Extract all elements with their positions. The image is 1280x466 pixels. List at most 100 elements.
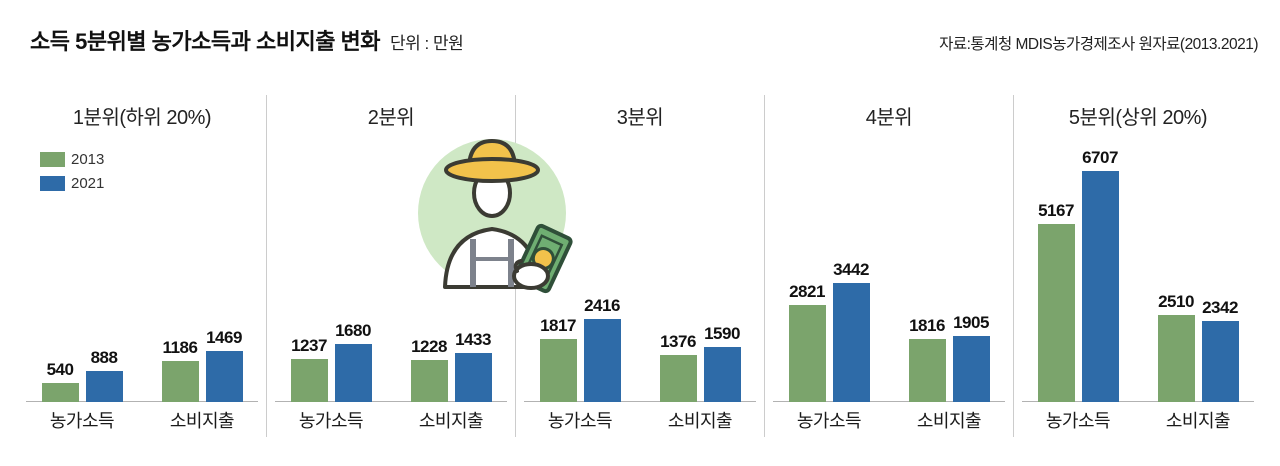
bar-stack-2013: 1186 (161, 338, 199, 402)
bar-value: 1680 (335, 321, 371, 340)
group-label: 소비지출 (916, 410, 982, 431)
bar-stack-2013: 1228 (410, 337, 448, 402)
bar-2021 (832, 283, 870, 402)
legend-label: 2013 (71, 151, 105, 168)
bar-pair: 1186 1469 (161, 328, 243, 402)
bar-stack-2021: 3442 (832, 260, 870, 402)
bar-stack-2021: 1590 (703, 324, 741, 402)
axis-baseline (773, 401, 1005, 402)
bar-group-소비지출: 1228 1433 소비지출 (410, 330, 492, 437)
bar-value: 1905 (953, 313, 989, 332)
bar-group-농가소득: 1817 2416 농가소득 (539, 296, 621, 437)
bar-pair: 2510 2342 (1157, 292, 1239, 402)
group-label: 농가소득 (796, 410, 862, 431)
bar-2013 (1157, 315, 1195, 402)
bar-value: 1376 (660, 332, 696, 351)
bar-2013 (659, 355, 697, 402)
bar-group-소비지출: 1186 1469 소비지출 (161, 328, 243, 437)
bar-group-농가소득: 540 888 농가소득 (41, 348, 123, 437)
bar-pair: 1817 2416 (539, 296, 621, 402)
bar-value: 1590 (704, 324, 740, 343)
bar-pair: 5167 6707 (1037, 148, 1119, 402)
bar-stack-2013: 2510 (1157, 292, 1195, 402)
bar-stack-2013: 2821 (788, 282, 826, 402)
bar-value: 540 (46, 360, 74, 379)
bar-stack-2013: 1816 (908, 316, 946, 402)
bar-value: 2510 (1158, 292, 1194, 311)
bar-value: 2342 (1202, 298, 1238, 317)
bar-stack-2021: 2416 (583, 296, 621, 402)
bar-pair: 1237 1680 (290, 321, 372, 402)
panel-quintile-5: 5분위(상위 20%) 5167 6707 농가소득 2510 2342 소비지출 (1013, 95, 1262, 437)
bar-pair: 540 888 (41, 348, 123, 402)
panel-quintile-1: 1분위(하위 20%) 2013 2021 540 888 농가소득 1186 1469 소비지… (18, 95, 266, 437)
bar-group-농가소득: 2821 3442 농가소득 (788, 260, 870, 437)
bar-value: 1469 (206, 328, 242, 347)
bar-2021 (1201, 321, 1239, 402)
group-label: 소비지출 (667, 410, 733, 431)
legend-swatch-2021 (40, 176, 65, 191)
panel-title: 5분위(상위 20%) (1068, 107, 1208, 129)
bar-value: 2821 (789, 282, 825, 301)
bar-2013 (290, 359, 328, 402)
bar-stack-2021: 888 (85, 348, 123, 402)
bar-group-소비지출: 1376 1590 소비지출 (659, 324, 741, 437)
axis-baseline (26, 401, 258, 402)
bar-stack-2013: 540 (41, 360, 79, 402)
bar-value: 888 (90, 348, 118, 367)
bar-stack-2021: 6707 (1081, 148, 1119, 402)
legend-item-2013: 2013 (40, 151, 104, 168)
bar-stack-2013: 5167 (1037, 201, 1075, 402)
legend-label: 2021 (71, 175, 105, 192)
bar-value: 1433 (455, 330, 491, 349)
unit-label: 단위 : 만원 (390, 34, 464, 53)
group-label: 농가소득 (1045, 410, 1111, 431)
bar-2021 (1081, 171, 1119, 402)
legend: 2013 2021 (40, 151, 104, 192)
panel-quintile-3: 3분위 1817 2416 농가소득 1376 1590 소비지출 (515, 95, 764, 437)
bar-2021 (952, 336, 990, 402)
bar-2021 (703, 347, 741, 402)
bar-stack-2021: 1469 (205, 328, 243, 402)
panel-title: 4분위 (865, 107, 913, 129)
bar-stack-2013: 1237 (290, 336, 328, 402)
bar-stack-2013: 1817 (539, 316, 577, 402)
panel-quintile-2: 2분위 1237 1680 농가소득 1228 1433 소비지출 (266, 95, 515, 437)
bar-2013 (788, 305, 826, 402)
bar-pair: 2821 3442 (788, 260, 870, 402)
panel-title: 2분위 (367, 107, 415, 129)
bar-value: 3442 (833, 260, 869, 279)
bar-pair: 1228 1433 (410, 330, 492, 402)
quintile-bar-chart: 1분위(하위 20%) 2013 2021 540 888 농가소득 1186 1469 소비지… (18, 95, 1262, 437)
bar-2013 (539, 339, 577, 402)
panel-title: 1분위(하위 20%) (72, 107, 212, 129)
bar-value: 6707 (1082, 148, 1118, 167)
panel-title: 3분위 (616, 107, 664, 129)
bar-2013 (161, 361, 199, 402)
group-label: 소비지출 (1165, 410, 1231, 431)
bar-2013 (1037, 224, 1075, 402)
group-label: 농가소득 (547, 410, 613, 431)
group-label: 소비지출 (169, 410, 235, 431)
bar-2013 (41, 383, 79, 402)
bars-row: 5167 6707 농가소득 2510 2342 소비지출 (1018, 148, 1258, 437)
axis-baseline (524, 401, 756, 402)
bars-row: 540 888 농가소득 1186 1469 소비지출 (22, 328, 262, 437)
bar-group-소비지출: 2510 2342 소비지출 (1157, 292, 1239, 437)
legend-item-2021: 2021 (40, 175, 104, 192)
page-title: 소득 5분위별 농가소득과 소비지출 변화 (30, 29, 381, 54)
bar-value: 1186 (162, 338, 198, 357)
bar-2021 (334, 344, 372, 402)
bar-stack-2013: 1376 (659, 332, 697, 402)
bar-2021 (454, 353, 492, 402)
bar-stack-2021: 2342 (1201, 298, 1239, 402)
bar-2021 (85, 371, 123, 402)
bar-2013 (410, 360, 448, 402)
bar-stack-2021: 1680 (334, 321, 372, 402)
group-label: 농가소득 (298, 410, 364, 431)
bar-value: 1817 (540, 316, 576, 335)
bar-pair: 1816 1905 (908, 313, 990, 402)
bar-value: 5167 (1038, 201, 1074, 220)
bar-value: 1237 (291, 336, 327, 355)
